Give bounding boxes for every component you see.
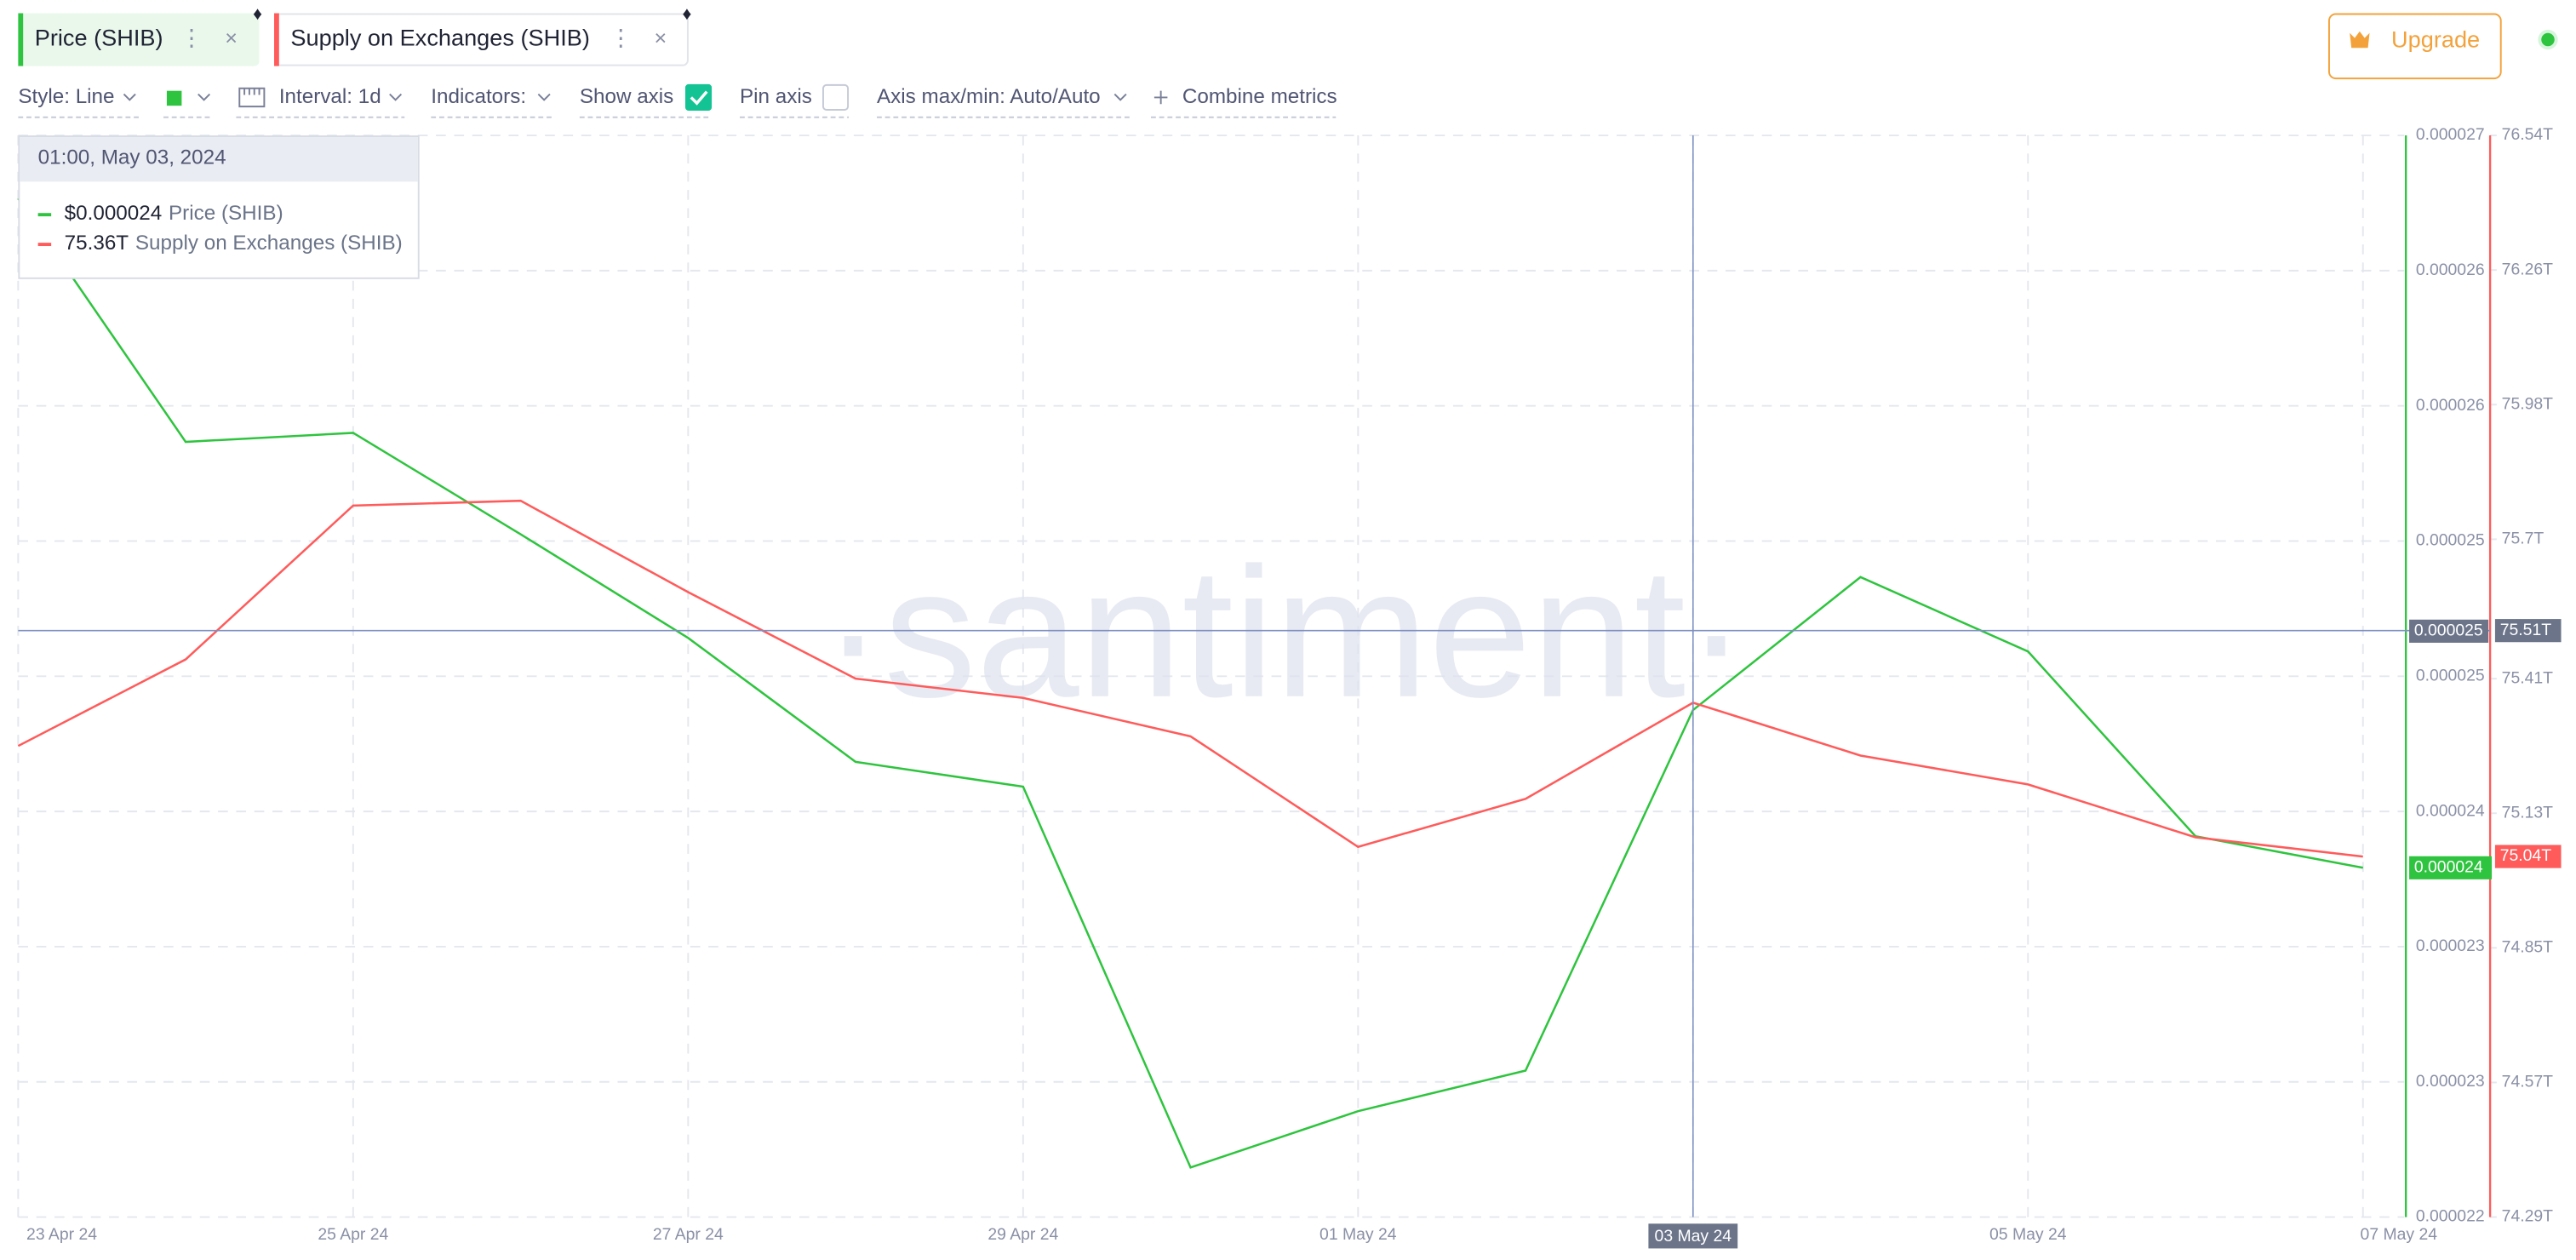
tab-menu[interactable]: ⋮ <box>180 25 203 51</box>
tab-label[interactable]: Supply on Exchanges (SHIB) <box>290 25 590 51</box>
y2-tick-label: 75.13T <box>2502 803 2553 822</box>
checkbox[interactable] <box>822 83 850 111</box>
toolbar: Price (SHIB) ⋮ × ♦ Supply on Exchanges (… <box>18 3 2558 118</box>
tab-menu[interactable]: ⋮ <box>610 25 633 51</box>
tab-close[interactable]: × <box>655 26 667 50</box>
status-dot <box>2541 32 2555 47</box>
combine-metrics[interactable]: Combine metrics <box>1182 85 1337 108</box>
tooltip-series-name: Supply on Exchanges (SHIB) <box>135 232 403 255</box>
tooltip-series-name: Price (SHIB) <box>169 203 283 226</box>
x-tick-label: 23 Apr 24 <box>26 1225 97 1244</box>
watermark: ·santiment· <box>822 530 1748 736</box>
tooltip-value: $0.000024 <box>65 203 163 226</box>
chevron <box>123 93 136 101</box>
y-tick-label: 0.000023 <box>2416 1072 2485 1091</box>
y2-tick-label: 74.85T <box>2502 937 2553 956</box>
tooltip-header <box>20 136 418 182</box>
y-tick-label: 0.000026 <box>2416 396 2485 415</box>
upgrade-label[interactable]: Upgrade <box>2391 26 2480 53</box>
upgrade-button[interactable] <box>2328 13 2502 80</box>
y-tick-label: 0.000024 <box>2416 801 2485 820</box>
crosshair-x-label: 03 May 24 <box>1655 1227 1732 1246</box>
last-value-badge <box>2494 845 2562 868</box>
checkbox-checked[interactable] <box>685 83 713 111</box>
tooltip-row: $0.000024 Price (SHIB) <box>65 203 283 226</box>
crosshair-y-label: 0.000025 <box>2414 621 2483 639</box>
y-tick-label: 0.000023 <box>2416 936 2485 955</box>
pin-axis-label[interactable]: Pin axis <box>740 85 812 108</box>
y2-tick-label: 74.29T <box>2502 1207 2553 1226</box>
tooltip-value: 75.36T <box>65 232 129 255</box>
tab-color <box>18 13 24 66</box>
crosshair-y2-label: 75.51T <box>2500 621 2551 639</box>
crown-icon <box>2350 31 2370 49</box>
foreground-layer: 03 May 24 0.000025 75.51T 0.000024 75.04T 01:… <box>17 135 2562 1249</box>
check-mark <box>690 90 708 106</box>
last-value-label: 75.04T <box>2500 846 2551 865</box>
y2-tick-label: 75.41T <box>2502 668 2553 687</box>
tab-close[interactable]: × <box>225 26 238 50</box>
interval-icon <box>238 87 266 108</box>
last-value-badge <box>2409 856 2493 879</box>
x-tick-label: 07 May 24 <box>2361 1225 2438 1244</box>
chevron <box>389 93 403 101</box>
style-select[interactable]: Style: Line <box>18 85 114 108</box>
x-tick-label: 01 May 24 <box>1319 1225 1397 1244</box>
color-swatch[interactable] <box>166 90 182 106</box>
y-tick-label: 0.000022 <box>2416 1207 2485 1226</box>
chevron <box>1113 93 1127 101</box>
y2-tick-label: 76.26T <box>2502 260 2553 278</box>
chevron <box>197 93 211 101</box>
tab-label[interactable]: Price (SHIB) <box>35 25 163 51</box>
series-line <box>17 198 2363 1169</box>
y2-tick-label: 75.98T <box>2502 394 2553 413</box>
indicators-select[interactable]: Indicators: <box>431 85 526 108</box>
show-axis-label[interactable]: Show axis <box>580 85 673 108</box>
crosshair-y2-badge <box>2494 619 2562 643</box>
tab-color <box>274 13 279 66</box>
eth-icon: ♦ <box>253 3 262 24</box>
background-layer: 0.000022 0.000023 0.000023 0.000024 0.000025… <box>17 125 2553 1244</box>
y2-tick-label: 74.57T <box>2502 1073 2553 1091</box>
tooltip-title: 01:00, May 03, 2024 <box>38 146 226 169</box>
y2-tick-label: 75.7T <box>2502 530 2545 548</box>
x-tick-label: 25 Apr 24 <box>318 1225 388 1244</box>
tooltip-row: 75.36T Supply on Exchanges (SHIB) <box>65 232 403 255</box>
axis-range-select[interactable]: Axis max/min: Auto/Auto <box>877 85 1101 108</box>
series-line <box>17 499 2363 858</box>
y-tick-label: 0.000025 <box>2416 666 2485 684</box>
y2-tick-label: 76.54T <box>2502 125 2553 144</box>
x-tick-label: 05 May 24 <box>1989 1225 2067 1244</box>
chevron <box>537 93 551 101</box>
eth-icon: ♦ <box>682 3 691 24</box>
interval-select[interactable]: Interval: 1d <box>279 85 381 108</box>
crosshair-x-badge <box>1648 1223 1738 1249</box>
plus-icon <box>1153 90 1168 105</box>
y-tick-label: 0.000026 <box>2416 261 2485 279</box>
last-value-label: 0.000024 <box>2414 857 2483 876</box>
x-tick-label: 27 Apr 24 <box>653 1225 724 1244</box>
crosshair-y-badge <box>2409 619 2489 643</box>
x-tick-label: 29 Apr 24 <box>987 1225 1058 1244</box>
tab[interactable] <box>18 13 260 66</box>
y-tick-label: 0.000027 <box>2416 125 2485 144</box>
y-tick-label: 0.000025 <box>2416 531 2485 550</box>
